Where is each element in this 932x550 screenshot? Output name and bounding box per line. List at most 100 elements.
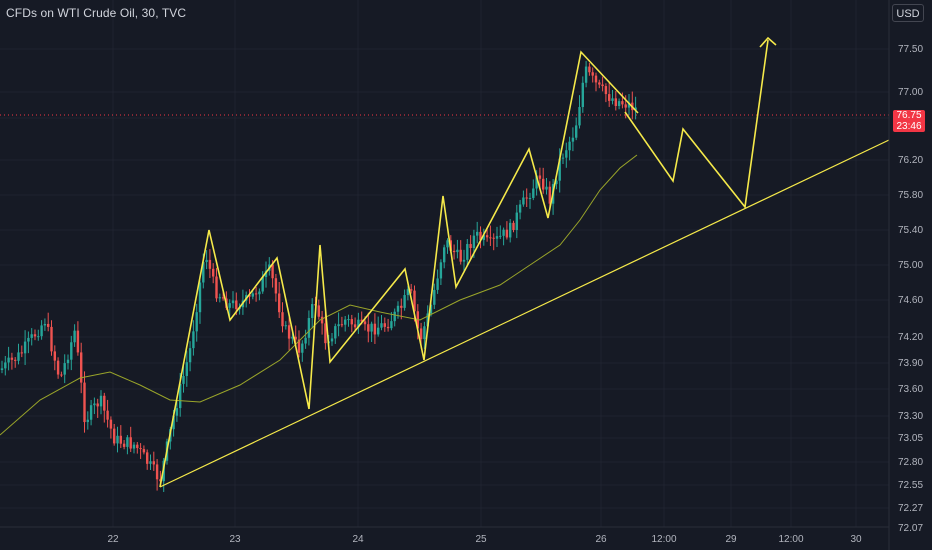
y-tick-label: 75.80 bbox=[898, 190, 924, 201]
candle-body bbox=[330, 338, 334, 342]
candle-body bbox=[505, 229, 509, 238]
candle-body bbox=[443, 247, 446, 263]
candle-body bbox=[522, 197, 525, 205]
candle-body bbox=[27, 337, 30, 342]
candle-body bbox=[518, 204, 522, 213]
candle-body bbox=[588, 66, 591, 73]
candle-body bbox=[515, 212, 518, 230]
currency-button[interactable]: USD bbox=[892, 4, 924, 22]
candle-body bbox=[548, 186, 551, 204]
candle-body bbox=[340, 324, 344, 326]
candle-body bbox=[591, 72, 594, 76]
candle-body bbox=[558, 158, 561, 181]
candle-body bbox=[103, 395, 106, 411]
candle-body bbox=[155, 464, 159, 480]
candle-body bbox=[122, 443, 126, 447]
candle-body bbox=[129, 437, 132, 449]
candle-body bbox=[363, 321, 367, 325]
candle-body bbox=[575, 125, 578, 138]
candle-body bbox=[410, 289, 413, 291]
candle-body bbox=[525, 197, 528, 199]
x-tick-label: 30 bbox=[850, 534, 862, 545]
candle-body bbox=[423, 326, 426, 340]
candle-body bbox=[63, 363, 66, 375]
candle-body bbox=[20, 352, 23, 354]
candle-body bbox=[86, 419, 89, 423]
candle-body bbox=[634, 107, 637, 111]
candle-body bbox=[426, 313, 429, 327]
candle-body bbox=[93, 403, 96, 406]
bar-countdown: 23:46 bbox=[896, 121, 922, 132]
candle-body bbox=[452, 250, 456, 253]
candlestick-series bbox=[0, 60, 637, 492]
candle-body bbox=[175, 408, 179, 416]
candle-body bbox=[53, 351, 56, 361]
y-tick-label: 73.60 bbox=[898, 384, 924, 395]
candle-body bbox=[555, 180, 558, 185]
candle-body bbox=[581, 82, 584, 108]
y-tick-label: 74.20 bbox=[898, 332, 924, 343]
candle-body bbox=[231, 300, 235, 304]
moving-average-line bbox=[0, 154, 638, 436]
zigzag-drawing bbox=[159, 50, 639, 488]
candle-body bbox=[495, 236, 499, 239]
y-tick-label: 75.40 bbox=[898, 225, 924, 236]
candle-body bbox=[604, 86, 608, 95]
candle-body bbox=[274, 278, 278, 294]
candle-body bbox=[287, 325, 291, 339]
candle-body bbox=[370, 323, 373, 332]
candle-body bbox=[357, 319, 360, 328]
candle-body bbox=[106, 410, 109, 420]
candle-body bbox=[152, 461, 155, 465]
candle-body bbox=[393, 311, 396, 322]
candle-body bbox=[192, 331, 195, 349]
candle-body bbox=[195, 312, 198, 332]
candle-body bbox=[436, 278, 439, 290]
candle-body bbox=[439, 262, 443, 279]
candle-body bbox=[50, 326, 53, 352]
candle-body bbox=[271, 264, 274, 279]
y-tick-label: 77.00 bbox=[898, 87, 924, 98]
candle-body bbox=[136, 444, 139, 449]
candle-body bbox=[545, 186, 548, 190]
candle-body bbox=[40, 325, 43, 337]
candle-body bbox=[350, 319, 353, 325]
candle-body bbox=[251, 293, 254, 297]
current-price-tag: 76.75 23:46 bbox=[893, 110, 925, 132]
candle-body bbox=[320, 316, 324, 324]
candle-body bbox=[353, 324, 357, 328]
candle-body bbox=[83, 382, 86, 423]
arrow-head-icon bbox=[759, 36, 777, 48]
candle-body bbox=[146, 452, 149, 464]
current-price-value: 76.75 bbox=[896, 110, 922, 121]
y-tick-label: 75.00 bbox=[898, 260, 924, 271]
candle-body bbox=[73, 330, 76, 343]
candle-body bbox=[205, 259, 208, 263]
candle-body bbox=[578, 107, 581, 126]
candle-body bbox=[542, 178, 545, 190]
candle-body bbox=[215, 276, 218, 299]
candle-body bbox=[76, 330, 80, 353]
candle-body bbox=[568, 141, 571, 151]
candle-body bbox=[594, 75, 598, 83]
x-tick-label: 12:00 bbox=[651, 534, 677, 545]
candle-body bbox=[485, 235, 489, 238]
candle-body bbox=[380, 323, 383, 328]
candle-body bbox=[360, 319, 363, 322]
candle-body bbox=[99, 395, 103, 407]
candle-body bbox=[202, 262, 205, 283]
candle-body bbox=[433, 289, 436, 305]
candle-body bbox=[221, 297, 225, 299]
candle-body bbox=[7, 357, 10, 363]
candle-body bbox=[459, 249, 462, 262]
candle-body bbox=[429, 304, 433, 314]
candle-body bbox=[413, 290, 416, 312]
candle-body bbox=[565, 150, 568, 158]
candle-body bbox=[400, 305, 403, 308]
candle-body bbox=[608, 94, 611, 101]
candle-body bbox=[373, 323, 377, 335]
candle-body bbox=[47, 323, 50, 327]
y-tick-label: 73.30 bbox=[898, 411, 924, 422]
candle-body bbox=[419, 328, 423, 340]
